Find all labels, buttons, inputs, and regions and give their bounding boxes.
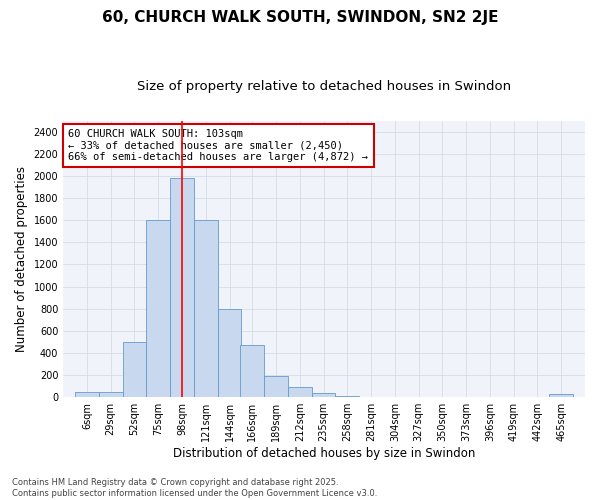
Title: Size of property relative to detached houses in Swindon: Size of property relative to detached ho… — [137, 80, 511, 93]
Bar — [122, 342, 146, 397]
Bar — [99, 392, 122, 397]
Bar — [550, 394, 573, 397]
Text: Contains HM Land Registry data © Crown copyright and database right 2025.
Contai: Contains HM Land Registry data © Crown c… — [12, 478, 377, 498]
Text: 60, CHURCH WALK SOUTH, SWINDON, SN2 2JE: 60, CHURCH WALK SOUTH, SWINDON, SN2 2JE — [102, 10, 498, 25]
Bar — [335, 396, 359, 397]
Bar — [75, 392, 99, 397]
X-axis label: Distribution of detached houses by size in Swindon: Distribution of detached houses by size … — [173, 447, 475, 460]
Bar — [146, 220, 170, 397]
Bar — [359, 396, 383, 397]
Bar — [170, 178, 194, 397]
Bar — [194, 220, 218, 397]
Bar — [264, 376, 288, 397]
Bar — [241, 344, 264, 397]
Bar — [311, 394, 335, 397]
Bar — [383, 396, 407, 397]
Text: 60 CHURCH WALK SOUTH: 103sqm
← 33% of detached houses are smaller (2,450)
66% of: 60 CHURCH WALK SOUTH: 103sqm ← 33% of de… — [68, 129, 368, 162]
Bar — [218, 308, 241, 397]
Bar — [288, 387, 311, 397]
Y-axis label: Number of detached properties: Number of detached properties — [15, 166, 28, 352]
